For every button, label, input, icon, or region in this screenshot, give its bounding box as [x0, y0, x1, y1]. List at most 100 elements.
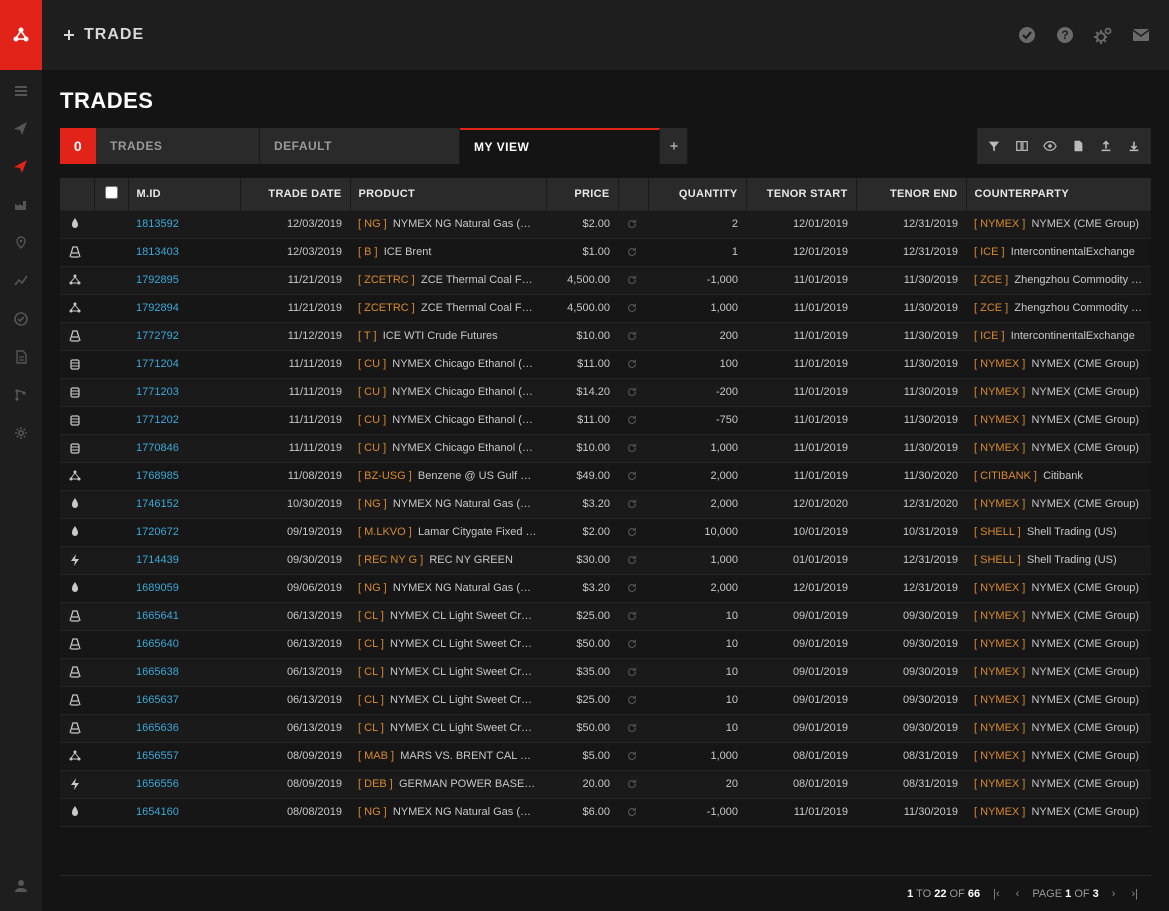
refresh-icon[interactable]	[626, 302, 640, 314]
table-row[interactable]: 179289511/21/2019[ ZCETRC ] ZCE Thermal …	[60, 266, 1151, 294]
table-row[interactable]: 171443909/30/2019[ REC NY G ] REC NY GRE…	[60, 546, 1151, 574]
trade-id-link[interactable]: 1665638	[136, 666, 179, 678]
help-icon[interactable]	[1055, 25, 1075, 45]
tab-add-button[interactable]	[660, 128, 688, 164]
sidebar-doc-icon[interactable]	[12, 348, 30, 366]
header-quantity[interactable]: QUANTITY	[648, 178, 746, 210]
trade-id-link[interactable]: 1665636	[136, 722, 179, 734]
refresh-icon[interactable]	[626, 722, 640, 734]
header-price[interactable]: PRICE	[546, 178, 618, 210]
trade-id-link[interactable]: 1665641	[136, 610, 179, 622]
pager-prev-icon[interactable]: ‹	[1013, 888, 1023, 900]
header-checkbox[interactable]	[94, 178, 128, 210]
refresh-icon[interactable]	[626, 498, 640, 510]
sidebar-user-icon[interactable]	[12, 877, 30, 895]
table-row[interactable]: 168905909/06/2019[ NG ] NYMEX NG Natural…	[60, 574, 1151, 602]
header-mid[interactable]: M.ID	[128, 178, 240, 210]
table-row[interactable]: 166564006/13/2019[ CL ] NYMEX CL Light S…	[60, 630, 1151, 658]
select-all-checkbox[interactable]	[105, 186, 118, 199]
trade-id-link[interactable]: 1656556	[136, 778, 179, 790]
refresh-icon[interactable]	[626, 666, 640, 678]
refresh-icon[interactable]	[626, 694, 640, 706]
refresh-icon[interactable]	[626, 414, 640, 426]
table-row[interactable]: 166564106/13/2019[ CL ] NYMEX CL Light S…	[60, 602, 1151, 630]
settings-icon[interactable]	[1093, 25, 1113, 45]
table-row[interactable]: 165655708/09/2019[ MAB ] MARS VS. BRENT …	[60, 742, 1151, 770]
trade-id-link[interactable]: 1746152	[136, 498, 179, 510]
file-icon[interactable]	[1071, 139, 1085, 153]
sidebar-chart-icon[interactable]	[12, 272, 30, 290]
filter-icon[interactable]	[987, 139, 1001, 153]
columns-icon[interactable]	[1015, 139, 1029, 153]
trade-id-link[interactable]: 1771204	[136, 358, 179, 370]
trade-id-link[interactable]: 1792895	[136, 274, 179, 286]
trade-id-link[interactable]: 1772792	[136, 330, 179, 342]
pager-next-icon[interactable]: ›	[1109, 888, 1119, 900]
table-row[interactable]: 166563606/13/2019[ CL ] NYMEX CL Light S…	[60, 714, 1151, 742]
trade-id-link[interactable]: 1656557	[136, 750, 179, 762]
header-tenor-start[interactable]: TENOR START	[746, 178, 856, 210]
table-row[interactable]: 166563706/13/2019[ CL ] NYMEX CL Light S…	[60, 686, 1151, 714]
table-row[interactable]: 165416008/08/2019[ NG ] NYMEX NG Natural…	[60, 798, 1151, 826]
table-row[interactable]: 177084611/11/2019[ CU ] NYMEX Chicago Et…	[60, 434, 1151, 462]
trade-id-link[interactable]: 1813403	[136, 246, 179, 258]
trade-id-link[interactable]: 1770846	[136, 442, 179, 454]
table-row[interactable]: 174615210/30/2019[ NG ] NYMEX NG Natural…	[60, 490, 1151, 518]
trade-id-link[interactable]: 1771203	[136, 386, 179, 398]
table-row[interactable]: 179289411/21/2019[ ZCETRC ] ZCE Thermal …	[60, 294, 1151, 322]
refresh-icon[interactable]	[626, 638, 640, 650]
refresh-icon[interactable]	[626, 526, 640, 538]
app-logo[interactable]	[0, 0, 42, 70]
visibility-icon[interactable]	[1043, 139, 1057, 153]
table-row[interactable]: 177279211/12/2019[ T ] ICE WTI Crude Fut…	[60, 322, 1151, 350]
status-icon[interactable]	[1017, 25, 1037, 45]
trade-id-link[interactable]: 1792894	[136, 302, 179, 314]
header-product[interactable]: PRODUCT	[350, 178, 546, 210]
refresh-icon[interactable]	[626, 806, 640, 818]
trade-id-link[interactable]: 1720672	[136, 526, 179, 538]
sidebar-factory-icon[interactable]	[12, 196, 30, 214]
download-icon[interactable]	[1127, 139, 1141, 153]
pager-last-icon[interactable]: ›|	[1128, 888, 1141, 900]
sidebar-branch-icon[interactable]	[12, 386, 30, 404]
refresh-icon[interactable]	[626, 442, 640, 454]
header-counterparty[interactable]: COUNTERPARTY	[966, 178, 1151, 210]
refresh-icon[interactable]	[626, 470, 640, 482]
table-row[interactable]: 165655608/09/2019[ DEB ] GERMAN POWER BA…	[60, 770, 1151, 798]
trade-id-link[interactable]: 1665637	[136, 694, 179, 706]
refresh-icon[interactable]	[626, 554, 640, 566]
sidebar-menu-icon[interactable]	[12, 82, 30, 100]
trade-id-link[interactable]: 1665640	[136, 638, 179, 650]
refresh-icon[interactable]	[626, 330, 640, 342]
header-trade-date[interactable]: TRADE DATE	[240, 178, 350, 210]
refresh-icon[interactable]	[626, 218, 640, 230]
sidebar-send-icon[interactable]	[12, 120, 30, 138]
tab-myview[interactable]: MY VIEW	[460, 128, 660, 164]
trade-id-link[interactable]: 1813592	[136, 218, 179, 230]
refresh-icon[interactable]	[626, 750, 640, 762]
sidebar-gear-icon[interactable]	[12, 424, 30, 442]
table-row[interactable]: 172067209/19/2019[ M.LKVO ] Lamar Cityga…	[60, 518, 1151, 546]
tab-trades[interactable]: 0 TRADES	[60, 128, 260, 164]
table-row[interactable]: 181359212/03/2019[ NG ] NYMEX NG Natural…	[60, 210, 1151, 238]
table-row[interactable]: 177120311/11/2019[ CU ] NYMEX Chicago Et…	[60, 378, 1151, 406]
trade-id-link[interactable]: 1654160	[136, 806, 179, 818]
trade-id-link[interactable]: 1714439	[136, 554, 179, 566]
refresh-icon[interactable]	[626, 274, 640, 286]
trade-id-link[interactable]: 1689059	[136, 582, 179, 594]
table-row[interactable]: 176898511/08/2019[ BZ-USG ] Benzene @ US…	[60, 462, 1151, 490]
sidebar-trades-icon[interactable]	[12, 158, 30, 176]
refresh-icon[interactable]	[626, 778, 640, 790]
table-row[interactable]: 181340312/03/2019[ B ] ICE Brent$1.00112…	[60, 238, 1151, 266]
table-row[interactable]: 177120211/11/2019[ CU ] NYMEX Chicago Et…	[60, 406, 1151, 434]
trade-id-link[interactable]: 1771202	[136, 414, 179, 426]
table-row[interactable]: 166563806/13/2019[ CL ] NYMEX CL Light S…	[60, 658, 1151, 686]
refresh-icon[interactable]	[626, 246, 640, 258]
sidebar-location-icon[interactable]	[12, 234, 30, 252]
trade-id-link[interactable]: 1768985	[136, 470, 179, 482]
pager-first-icon[interactable]: |‹	[990, 888, 1003, 900]
refresh-icon[interactable]	[626, 610, 640, 622]
tab-default[interactable]: DEFAULT	[260, 128, 460, 164]
refresh-icon[interactable]	[626, 386, 640, 398]
header-tenor-end[interactable]: TENOR END	[856, 178, 966, 210]
